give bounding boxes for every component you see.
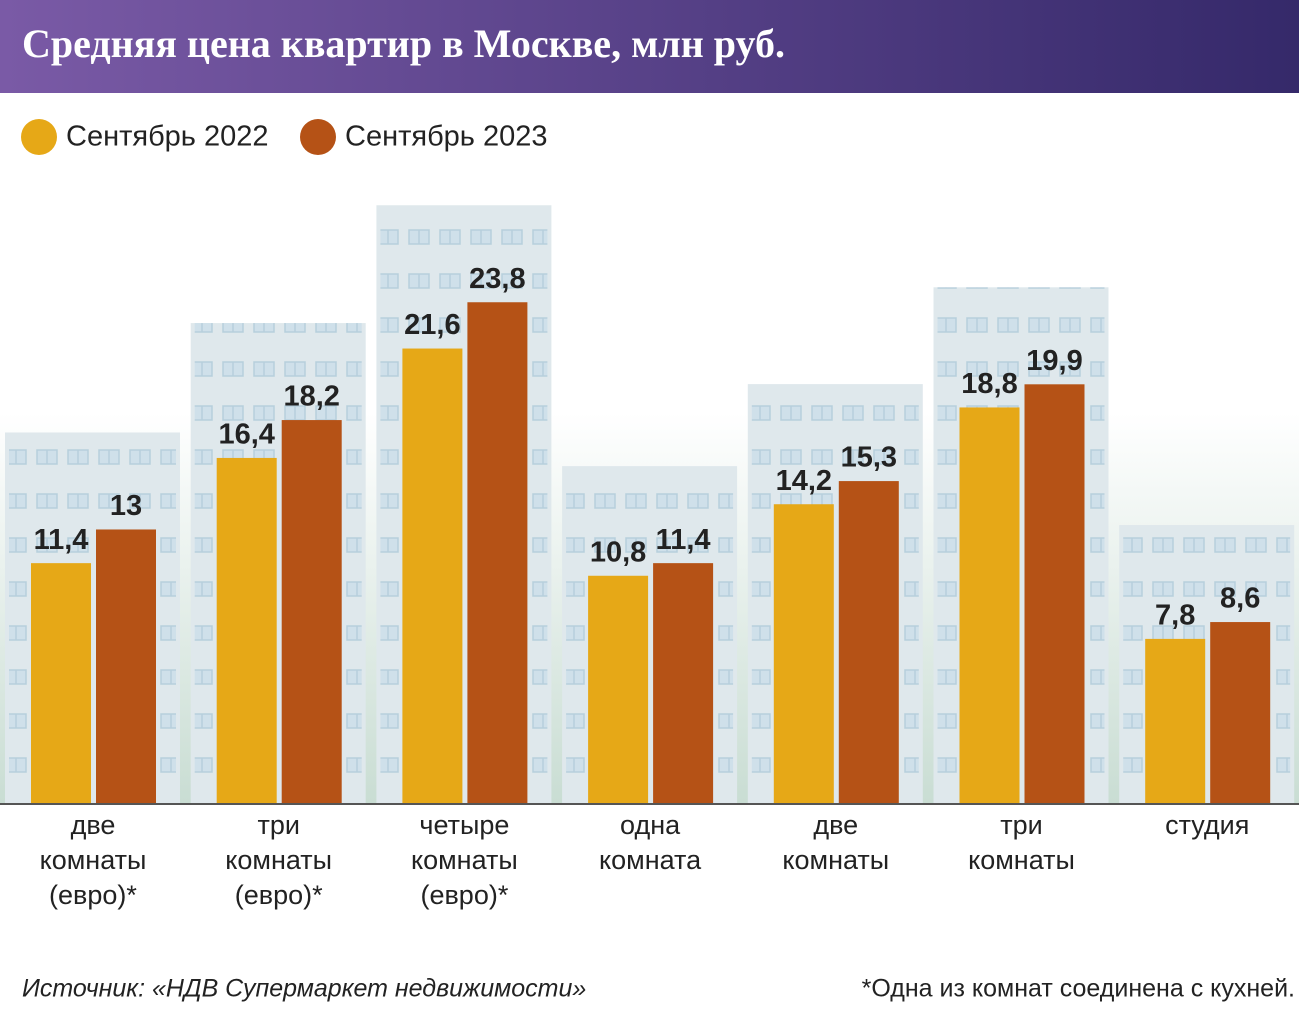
value-label: 23,8 [469, 263, 525, 295]
bar [96, 529, 156, 803]
value-label: 10,8 [590, 536, 646, 568]
value-label: 11,4 [34, 524, 89, 556]
header-band [0, 0, 1299, 93]
legend-label: Сентябрь 2023 [345, 121, 548, 153]
plot: 11,4 13 16,4 18,2 21,6 23,8 10,8 11,4 14,2 15,3 18… [31, 263, 1271, 803]
x-tick-label: комната [599, 845, 702, 875]
bar [959, 407, 1020, 803]
bar [281, 420, 342, 803]
x-tick-label: (евро)* [235, 880, 323, 910]
bar [653, 563, 714, 803]
chart-title: Средняя цена квартир в Москве, млн руб. [22, 21, 785, 66]
x-tick-label: комнаты [411, 845, 518, 875]
bar [402, 348, 463, 803]
x-tick-label: три [257, 810, 299, 840]
value-label: 21,6 [404, 309, 460, 341]
bar [588, 575, 649, 803]
value-label: 19,9 [1026, 345, 1082, 377]
source: Источник: «НДВ Супермаркет недвижимости» [22, 975, 586, 1003]
value-label: 13 [110, 490, 142, 522]
bar [1024, 384, 1085, 803]
value-label: 11,4 [656, 524, 711, 556]
x-tick-label: четыре [419, 810, 509, 840]
x-tick-label: одна [620, 810, 681, 840]
x-tick-label: (евро)* [420, 880, 508, 910]
x-tick-label: две [813, 810, 858, 840]
bar [773, 504, 834, 803]
legend-label: Сентябрь 2022 [66, 121, 269, 153]
bar [1145, 638, 1206, 803]
x-tick-label: студия [1165, 810, 1249, 840]
legend-swatch [300, 119, 336, 155]
x-tick-label: две [71, 810, 116, 840]
bar [838, 481, 899, 803]
bar [31, 563, 91, 803]
x-tick-label: комнаты [225, 845, 332, 875]
x-tick-label: (евро)* [49, 880, 137, 910]
value-label: 7,8 [1155, 600, 1195, 632]
value-label: 18,8 [961, 368, 1017, 400]
value-label: 14,2 [776, 465, 832, 497]
x-tick-label: комнаты [40, 845, 147, 875]
legend-swatch [21, 119, 57, 155]
value-label: 16,4 [218, 419, 274, 451]
x-tick-label: комнаты [782, 845, 889, 875]
x-tick-label: три [1000, 810, 1042, 840]
value-label: 8,6 [1220, 583, 1260, 615]
bar [216, 457, 277, 803]
value-label: 15,3 [841, 442, 897, 474]
bar [1210, 622, 1271, 803]
value-label: 18,2 [283, 381, 339, 413]
bar [467, 302, 528, 803]
x-tick-label: комнаты [968, 845, 1075, 875]
footnote: *Одна из комнат соединена с кухней. [862, 975, 1295, 1003]
